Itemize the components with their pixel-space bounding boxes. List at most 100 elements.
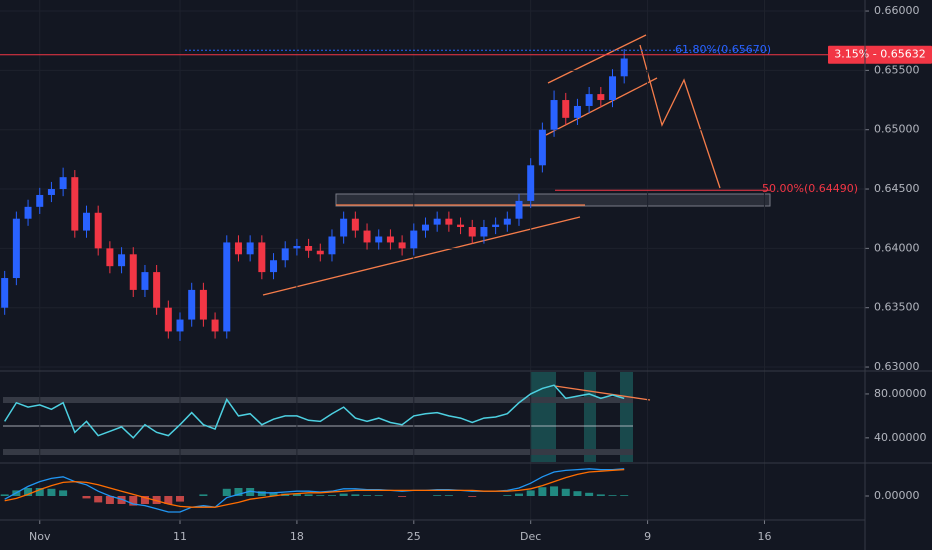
trendline: [262, 216, 581, 296]
candle-body: [386, 236, 394, 243]
fib-label: 61.80%(0.65670): [675, 43, 771, 56]
candle-body: [457, 224, 465, 228]
last-price-tag: [828, 45, 932, 64]
candle-body: [83, 212, 90, 231]
channel-line: [545, 77, 658, 136]
x-tick-label: 16: [757, 530, 771, 543]
macd-histogram-bar: [316, 495, 325, 496]
macd-histogram-bar: [561, 488, 570, 496]
macd-histogram-bar: [538, 487, 547, 496]
macd-histogram-bar: [199, 494, 208, 496]
candle-body: [573, 105, 581, 118]
candle-body: [47, 189, 55, 195]
macd-histogram-bar: [105, 496, 114, 504]
macd-histogram-bar: [515, 493, 523, 496]
candle-body: [492, 224, 500, 228]
candle-body: [270, 260, 278, 273]
y-tick-label: 0.65000: [874, 123, 920, 136]
y-tick-label: 40.00000: [874, 431, 927, 444]
candle-body: [538, 129, 546, 166]
candle-body: [340, 218, 348, 237]
macd-histogram-bar: [47, 488, 56, 496]
candle-body: [106, 248, 114, 267]
macd-histogram-bar: [117, 496, 126, 504]
macd-histogram-bar: [444, 495, 453, 496]
candle-body: [153, 272, 161, 308]
macd-histogram-bar: [234, 488, 243, 496]
candle-body: [585, 94, 593, 106]
candle-body: [223, 242, 231, 332]
candle-body: [620, 58, 628, 77]
y-tick-label: 0.64500: [874, 182, 920, 195]
candle-body: [375, 236, 383, 243]
channel-line: [547, 34, 647, 84]
candle-body: [550, 100, 558, 130]
y-tick-label: 0.63500: [874, 301, 920, 314]
x-tick-label: 18: [290, 530, 304, 543]
y-tick-label: 80.00000: [874, 387, 927, 400]
candle-body: [258, 242, 266, 273]
candle-body: [527, 165, 535, 201]
y-tick-label: 0.64000: [874, 241, 920, 254]
macd-histogram-bar: [363, 495, 372, 496]
macd-histogram-bar: [94, 496, 103, 503]
candle-body: [351, 218, 359, 231]
macd-histogram-bar: [176, 496, 185, 502]
candle-body: [129, 254, 137, 290]
macd-histogram-bar: [35, 488, 44, 496]
x-tick-label: Nov: [29, 530, 51, 543]
candle-body: [164, 307, 172, 332]
macd-histogram-bar: [0, 494, 9, 496]
macd-histogram-bar: [526, 490, 535, 496]
candle-body: [421, 224, 429, 231]
x-tick-label: 9: [644, 530, 651, 543]
macd-histogram-bar: [620, 495, 629, 496]
macd-line: [4, 468, 625, 513]
macd-histogram-bar: [164, 496, 173, 504]
candle-body: [188, 289, 196, 320]
macd-histogram-bar: [433, 495, 442, 496]
macd-histogram-bar: [503, 495, 512, 496]
candle-body: [433, 218, 441, 225]
rsi-divergence: [554, 385, 651, 401]
macd-histogram-bar: [292, 493, 301, 496]
y-tick-label: 0.00000: [874, 489, 920, 502]
y-tick-label: 0.66000: [874, 4, 920, 17]
candle-body: [176, 319, 184, 332]
candle-body: [71, 177, 79, 231]
macd-histogram-bar: [374, 495, 383, 496]
x-tick-label: 25: [407, 530, 421, 543]
fib-label: 50.00%(0.64490): [762, 182, 858, 195]
candle-body: [503, 218, 511, 225]
candle-body: [281, 248, 289, 261]
x-tick-label: Dec: [520, 530, 541, 543]
candle-body: [468, 227, 476, 237]
candle-body: [328, 236, 336, 255]
rsi-zone: [584, 372, 596, 462]
x-tick-label: 11: [173, 530, 187, 543]
candle-body: [305, 245, 313, 251]
candle-body: [94, 212, 102, 249]
support-zone: [335, 193, 771, 207]
macd-histogram-bar: [257, 491, 266, 496]
macd-histogram-bar: [82, 496, 91, 499]
candle-body: [59, 177, 67, 190]
candle-body: [141, 272, 149, 290]
macd-histogram-bar: [550, 486, 559, 496]
candle-body: [199, 289, 207, 320]
macd-histogram-bar: [596, 494, 605, 496]
macd-histogram-bar: [269, 492, 278, 496]
macd-histogram-bar: [608, 495, 617, 496]
macd-histogram-bar: [573, 491, 582, 496]
macd-histogram-bar: [59, 490, 68, 496]
candle-body: [515, 200, 523, 219]
candle-body: [246, 242, 254, 255]
macd-histogram-bar: [152, 496, 161, 504]
macd-histogram-bar: [304, 494, 313, 496]
candle-body: [398, 242, 406, 249]
candle-body: [445, 218, 453, 225]
candle-body: [234, 242, 242, 255]
